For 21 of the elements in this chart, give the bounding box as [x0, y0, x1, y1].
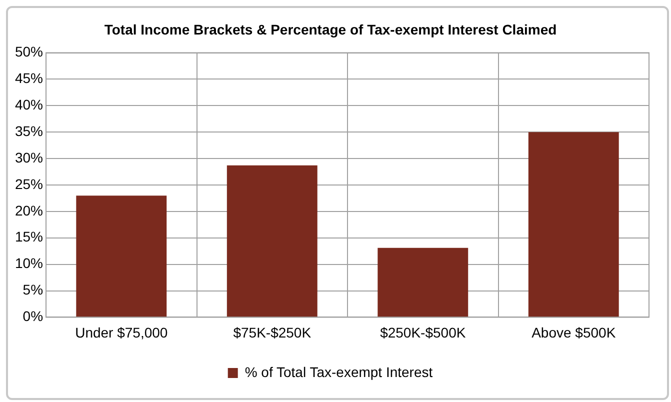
bar: [76, 196, 167, 317]
bar: [378, 248, 468, 317]
y-tick-label: 50%: [14, 44, 44, 60]
x-tick-label: $75K-$250K: [233, 324, 312, 340]
x-tick-label: Above $500K: [532, 324, 616, 340]
y-tick-label: 30%: [14, 149, 44, 166]
y-tick-label: 10%: [14, 255, 44, 272]
y-tick-label: 15%: [14, 228, 44, 245]
y-tick-label: 5%: [22, 282, 44, 298]
chart-title: Total Income Brackets & Percentage of Tax-exempt Interest Claimed: [104, 21, 557, 38]
bar: [226, 165, 318, 317]
y-tick-label: 20%: [14, 202, 44, 218]
y-tick-label: 45%: [14, 70, 44, 86]
y-tick-label: 35%: [14, 122, 44, 139]
x-tick-label: $250K-$500K: [380, 324, 466, 340]
y-tick-label: 0%: [22, 308, 44, 324]
y-tick-label: 40%: [14, 96, 44, 113]
y-tick-label: 25%: [14, 176, 44, 192]
bar: [528, 132, 619, 317]
legend-label: % of Total Tax-exempt Interest: [244, 364, 433, 380]
x-tick-label: Under $75,000: [75, 324, 168, 340]
